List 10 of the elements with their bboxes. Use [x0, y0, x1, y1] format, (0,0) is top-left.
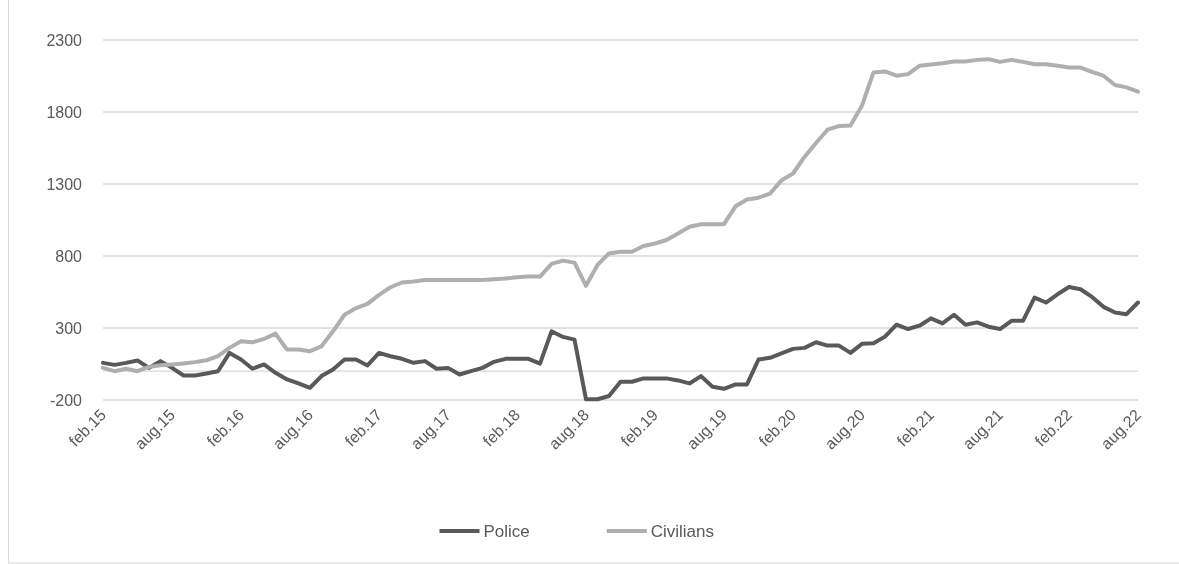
legend-label: Civilians: [650, 521, 714, 541]
legend-label: Police: [483, 521, 530, 541]
y-tick-label: 300: [55, 319, 83, 337]
y-tick-label: 2300: [46, 31, 83, 49]
y-tick-label: 1800: [46, 103, 83, 121]
y-tick-label: 800: [55, 247, 83, 265]
line-series: [101, 57, 1140, 374]
line-series: [101, 284, 1140, 402]
y-tick-label: 1300: [46, 175, 83, 193]
y-tick-label: -200: [49, 391, 83, 409]
